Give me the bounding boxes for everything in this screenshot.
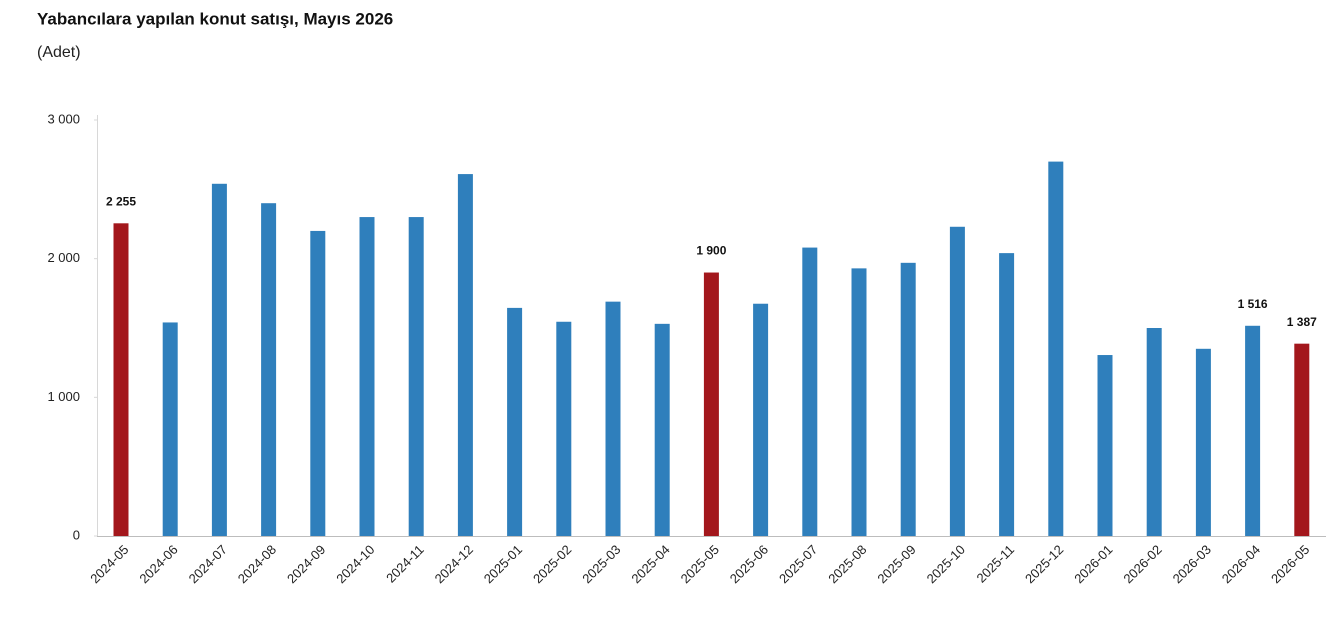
x-tick-label: 2026-02 <box>1120 542 1164 586</box>
x-tick-label: 2024-12 <box>432 542 476 586</box>
y-tick-label: 2 000 <box>47 250 80 265</box>
bar <box>1245 325 1261 536</box>
x-tick-label: 2024-08 <box>235 542 279 586</box>
bar <box>654 323 670 536</box>
x-tick-label: 2024-11 <box>383 542 427 586</box>
bar <box>605 301 621 536</box>
x-tick-label: 2026-03 <box>1170 542 1214 586</box>
x-tick-label: 2025-01 <box>481 542 525 586</box>
chart-subtitle: (Adet) <box>37 44 81 61</box>
x-tick-label: 2026-05 <box>1268 542 1312 586</box>
bar <box>408 217 424 537</box>
x-tick-label: 2024-05 <box>87 542 131 586</box>
value-label: 1 387 <box>1287 315 1317 329</box>
y-tick-label: 1 000 <box>47 389 80 404</box>
x-tick-label: 2025-08 <box>825 542 869 586</box>
bar <box>1097 355 1113 536</box>
bar <box>556 321 572 536</box>
x-tick-label: 2025-07 <box>776 542 820 586</box>
bar <box>113 223 129 536</box>
value-label: 1 516 <box>1238 297 1268 311</box>
bar <box>507 307 523 536</box>
x-tick-label: 2025-06 <box>727 542 771 586</box>
bar <box>1195 348 1211 536</box>
bar <box>1294 343 1310 536</box>
x-tick-label: 2024-07 <box>186 542 230 586</box>
bar <box>851 268 867 536</box>
x-tick-label: 2024-10 <box>333 542 377 586</box>
bar <box>753 303 769 536</box>
bar <box>1048 161 1064 536</box>
x-tick-label: 2026-04 <box>1219 542 1263 586</box>
y-tick-label: 0 <box>73 527 80 542</box>
x-tick-label: 2025-10 <box>924 542 968 586</box>
x-tick-label: 2025-05 <box>678 542 722 586</box>
bar <box>359 217 375 537</box>
x-tick-label: 2026-01 <box>1071 542 1115 586</box>
x-tick-label: 2025-03 <box>579 542 623 586</box>
x-tick-label: 2025-11 <box>973 542 1017 586</box>
bar <box>261 203 277 536</box>
value-label: 2 255 <box>106 194 136 208</box>
chart-title: Yabancılara yapılan konut satışı, Mayıs … <box>37 9 393 28</box>
bar <box>802 247 818 536</box>
y-tick-label: 3 000 <box>47 111 80 126</box>
x-tick-label: 2025-02 <box>530 542 574 586</box>
bar <box>457 174 473 536</box>
value-label: 1 900 <box>696 244 726 258</box>
bar <box>703 272 719 536</box>
x-tick-label: 2024-09 <box>284 542 328 586</box>
bar <box>310 230 326 536</box>
bar <box>999 253 1015 536</box>
x-tick-label: 2025-12 <box>1022 542 1066 586</box>
x-tick-label: 2024-06 <box>136 542 180 586</box>
bar <box>900 262 916 536</box>
x-tick-label: 2025-09 <box>874 542 918 586</box>
bar <box>949 226 965 537</box>
bar <box>1146 328 1162 536</box>
bar <box>211 183 227 536</box>
x-tick-label: 2025-04 <box>628 542 672 586</box>
bar <box>162 322 178 536</box>
